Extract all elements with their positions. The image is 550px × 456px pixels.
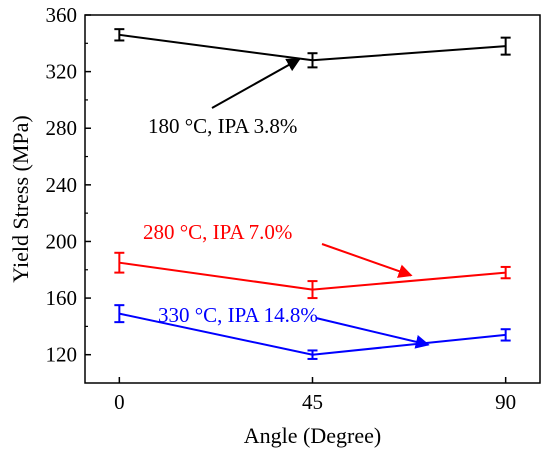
y-tick-label: 160 [46,286,78,310]
y-tick-label: 240 [46,173,78,197]
series-annotation: 280 °C, IPA 7.0% [143,220,292,244]
y-tick-label: 200 [46,229,78,253]
series-annotation: 180 °C, IPA 3.8% [148,114,297,138]
annotation-arrow [315,317,430,349]
y-axis-ticks: 120 160 200 240 280 320 360 [46,3,91,367]
series-annotation: 330 °C, IPA 14.8% [158,303,318,327]
plot-frame [84,14,541,384]
annotation-layer: 180 °C, IPA 3.8% 280 °C, IPA 7.0% 330 °C, … [143,58,430,349]
annotation-arrow [321,243,413,278]
y-tick-label: 320 [46,60,78,84]
x-axis-ticks: 0 45 90 [114,377,516,414]
y-tick-label: 280 [46,116,78,140]
x-tick-label: 45 [302,390,323,414]
y-tick-label: 360 [46,3,78,27]
y-tick-label: 120 [46,343,78,367]
x-axis-title: Angle (Degree) [244,423,381,448]
annotation-arrow [211,58,301,109]
x-tick-label: 90 [495,390,516,414]
y-axis-title: Yield Stress (MPa) [8,115,33,282]
x-tick-label: 0 [114,390,125,414]
series-layer [114,28,511,360]
